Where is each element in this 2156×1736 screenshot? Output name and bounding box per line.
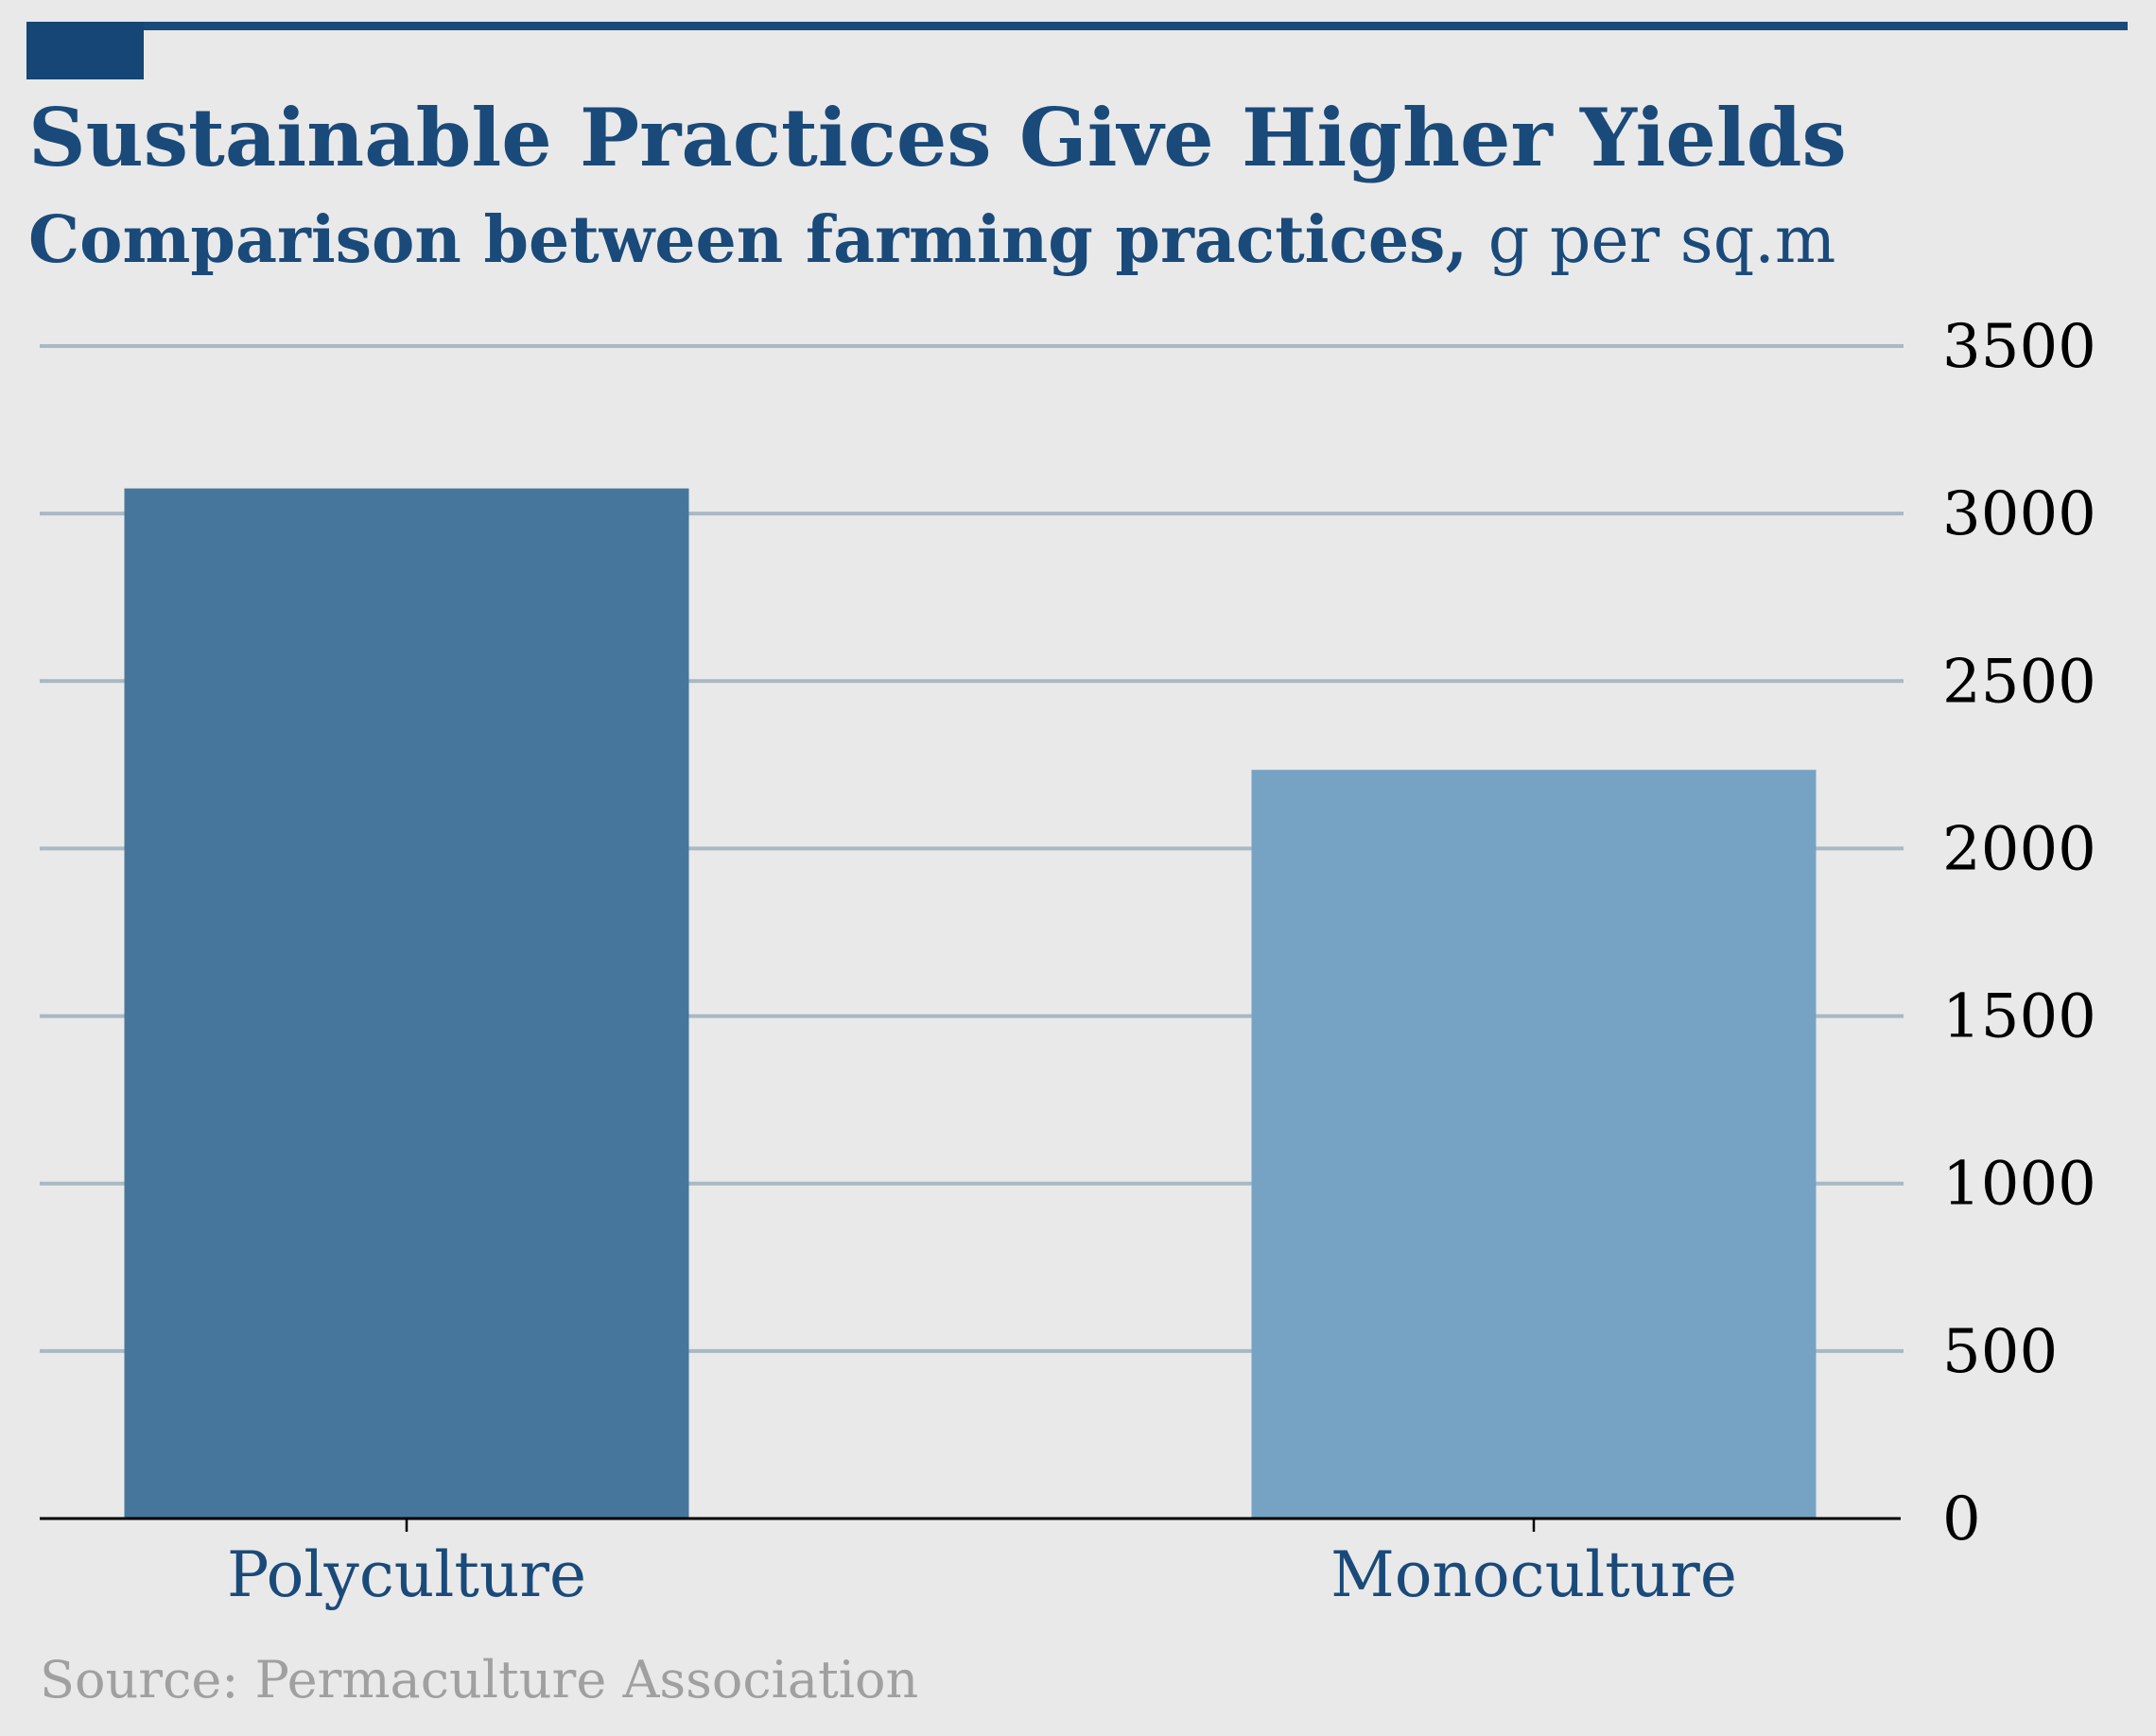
x-tick-label-polyculture: Polyculture	[227, 1538, 586, 1611]
chart-subtitle: Comparison between farming practices, g …	[28, 202, 1835, 278]
y-tick-label-2000: 2000	[1942, 814, 2096, 884]
y-tick-labels: 0 500 1000 1500 2000 2500 3000 3500	[1942, 312, 2096, 1554]
subtitle-bold: Comparison between farming practices,	[28, 202, 1469, 278]
bar-monoculture	[1251, 770, 1817, 1519]
chart-title: Sustainable Practices Give Higher Yields	[28, 91, 1847, 184]
y-tick-label-2500: 2500	[1942, 647, 2096, 717]
y-tick-label-3000: 3000	[1942, 479, 2096, 549]
bars	[124, 488, 1817, 1519]
source-note: Source: Permaculture Association	[40, 1650, 919, 1710]
x-tick-labels: Polyculture Monoculture	[227, 1519, 1737, 1611]
y-tick-label-1000: 1000	[1942, 1150, 2096, 1220]
subtitle-unit: g per sq.m	[1468, 203, 1836, 278]
y-tick-label-3500: 3500	[1942, 312, 2096, 382]
x-tick-label-monoculture: Monoculture	[1330, 1538, 1737, 1611]
bar-polyculture	[124, 488, 689, 1519]
y-tick-label-1500: 1500	[1942, 982, 2096, 1052]
top-accent-rule	[26, 22, 2128, 30]
y-tick-label-500: 500	[1942, 1317, 2058, 1387]
top-accent-tab	[26, 22, 144, 79]
y-tick-label-0: 0	[1942, 1484, 1981, 1554]
